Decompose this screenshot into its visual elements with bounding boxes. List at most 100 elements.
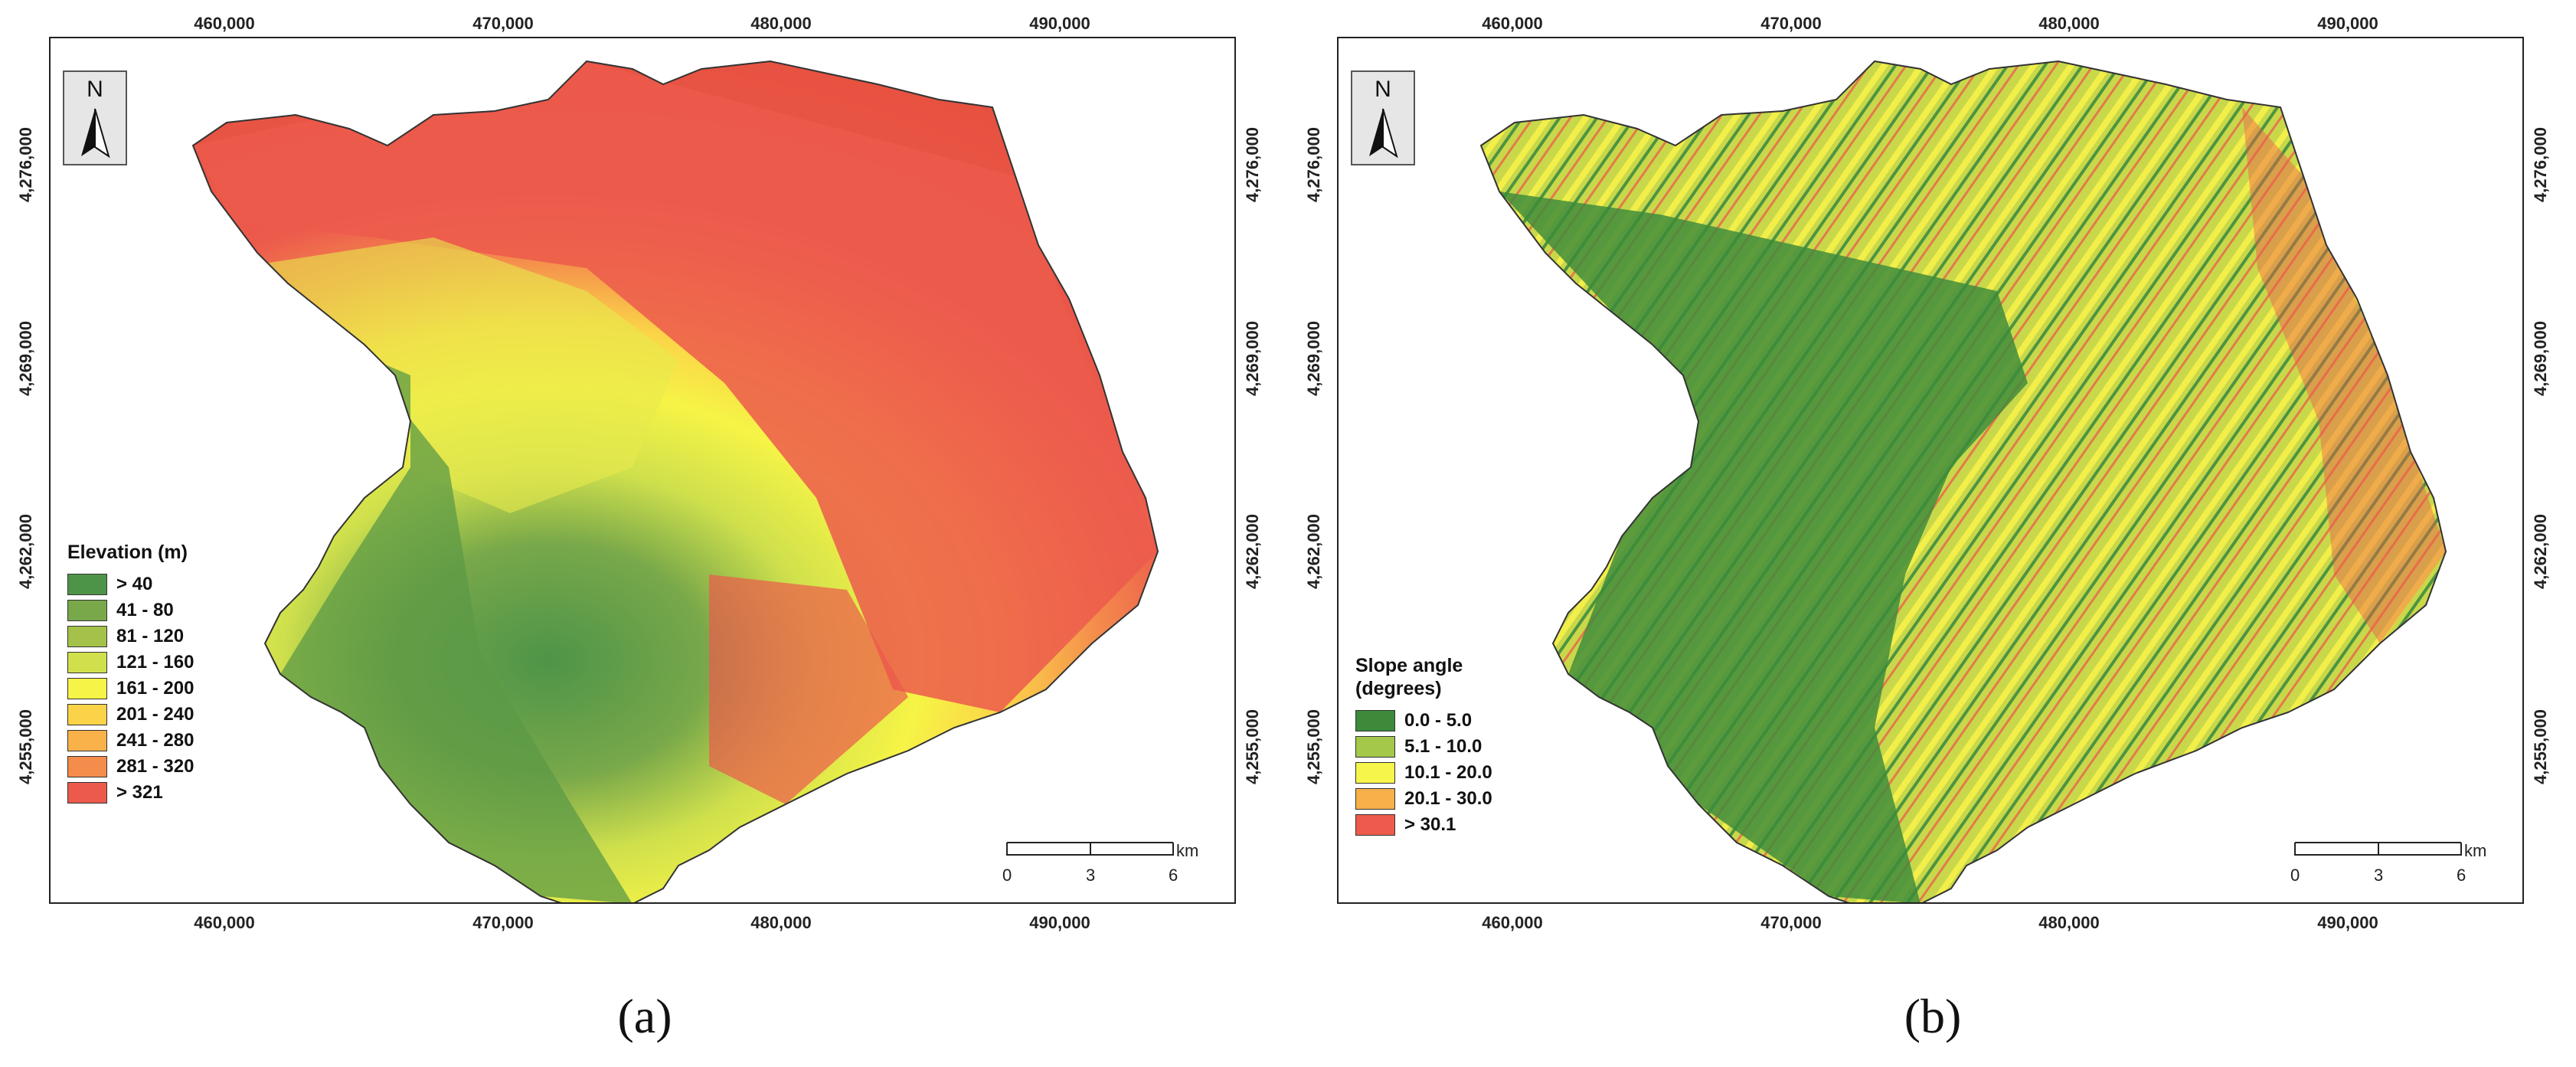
x-tick-bottom: 490,000: [2317, 913, 2378, 932]
scale-label-6: 6: [2457, 866, 2466, 885]
x-tick-top: 480,000: [2038, 14, 2100, 33]
y-tick-left: 4,255,000: [1304, 709, 1323, 784]
scale-unit: km: [1176, 841, 1199, 860]
x-tick-bottom: 490,000: [1029, 913, 1090, 932]
x-tick-top: 480,000: [750, 14, 812, 33]
north-arrow-icon: [81, 108, 110, 159]
y-tick-left: 4,276,000: [16, 127, 35, 202]
legend-elevation: Elevation (m) > 40 41 - 80 81 - 120 121 …: [67, 541, 194, 806]
scale-label-6: 6: [1169, 866, 1178, 885]
y-tick-right: 4,255,000: [1243, 709, 1262, 784]
legend-label: 5.1 - 10.0: [1404, 736, 1483, 757]
scale-label-0: 0: [2290, 866, 2300, 885]
legend-label: 20.1 - 30.0: [1404, 788, 1492, 809]
legend-item: 281 - 320: [67, 754, 194, 780]
x-tick-top: 460,000: [194, 14, 255, 33]
y-tick-left: 4,255,000: [16, 709, 35, 784]
legend-item: 0.0 - 5.0: [1355, 708, 1492, 734]
legend-item: 161 - 200: [67, 676, 194, 702]
y-tick-right: 4,276,000: [1243, 127, 1262, 202]
legend-item: > 321: [67, 780, 194, 806]
x-tick-top: 490,000: [1029, 14, 1090, 33]
y-tick-right: 4,276,000: [2531, 127, 2550, 202]
panel-caption: (a): [617, 989, 672, 1043]
legend-label: 41 - 80: [116, 600, 174, 620]
legend-swatch: [67, 626, 107, 647]
y-tick-right: 4,269,000: [2531, 321, 2550, 396]
y-tick-right: 4,269,000: [1243, 321, 1262, 396]
scale-unit: km: [2464, 841, 2487, 860]
legend-item: 41 - 80: [67, 597, 194, 624]
legend-title: Slope angle (degrees): [1355, 655, 1463, 699]
legend-label: 121 - 160: [116, 652, 195, 673]
x-tick-top: 470,000: [472, 14, 534, 33]
x-tick-bottom: 470,000: [472, 913, 534, 932]
x-tick-bottom: 480,000: [2038, 913, 2100, 932]
legend-swatch: [1355, 762, 1395, 784]
scale-label-3: 3: [1086, 866, 1096, 885]
north-arrow-icon: [1369, 108, 1398, 159]
x-tick-bottom: 460,000: [1482, 913, 1543, 932]
legend-item: 20.1 - 30.0: [1355, 786, 1492, 812]
y-tick-left: 4,269,000: [1304, 321, 1323, 396]
legend-swatch: [67, 730, 107, 751]
legend-swatch: [67, 652, 107, 673]
map-frame-b: N Slope angle (degrees) 0.0 - 5.0 5.1 - …: [1337, 37, 2524, 904]
legend-swatch: [1355, 814, 1395, 836]
legend-item: 10.1 - 20.0: [1355, 760, 1492, 786]
y-tick-right: 4,262,000: [1243, 514, 1262, 589]
scale-bar-graphic: [2294, 842, 2462, 856]
legend-title: Elevation (m): [67, 542, 188, 563]
legend-swatch: [67, 678, 107, 699]
north-label: N: [87, 77, 103, 102]
legend-swatch: [1355, 710, 1395, 732]
legend-swatch: [67, 600, 107, 621]
legend-swatch: [1355, 788, 1395, 810]
legend-swatch: [67, 782, 107, 804]
scale-bar-graphic: [1006, 842, 1174, 856]
x-tick-top: 490,000: [2317, 14, 2378, 33]
scale-label-3: 3: [2374, 866, 2384, 885]
north-label: N: [1375, 77, 1391, 102]
legend-label: > 30.1: [1404, 814, 1456, 835]
legend-item: > 30.1: [1355, 812, 1492, 838]
legend-swatch: [1355, 736, 1395, 758]
panel-caption: (b): [1904, 989, 1962, 1043]
y-tick-left: 4,262,000: [1304, 514, 1323, 589]
scale-label-0: 0: [1002, 866, 1012, 885]
elevation-map: [191, 60, 1159, 902]
x-tick-bottom: 480,000: [750, 913, 812, 932]
x-tick-top: 470,000: [1760, 14, 1822, 33]
x-tick-bottom: 460,000: [194, 913, 255, 932]
legend-label: 201 - 240: [116, 704, 195, 725]
x-tick-top: 460,000: [1482, 14, 1543, 33]
legend-item: 241 - 280: [67, 728, 194, 754]
y-tick-left: 4,269,000: [16, 321, 35, 396]
y-tick-right: 4,262,000: [2531, 514, 2550, 589]
legend-item: 81 - 120: [67, 624, 194, 650]
y-tick-left: 4,276,000: [1304, 127, 1323, 202]
legend-label: 81 - 120: [116, 626, 185, 646]
x-tick-bottom: 470,000: [1760, 913, 1822, 932]
map-frame-a: N Elevation (m) > 40 41 - 80 81 - 120 12…: [49, 37, 1236, 904]
legend-item: > 40: [67, 571, 194, 597]
legend-item: 5.1 - 10.0: [1355, 734, 1492, 760]
scale-bar: 0 3 6 km: [1002, 841, 1198, 895]
north-arrow: N: [1351, 70, 1415, 165]
scale-bar: 0 3 6 km: [2290, 841, 2486, 895]
legend-slope: Slope angle (degrees) 0.0 - 5.0 5.1 - 10…: [1355, 654, 1492, 838]
legend-label: 241 - 280: [116, 730, 195, 751]
legend-label: 161 - 200: [116, 678, 195, 699]
legend-label: 281 - 320: [116, 756, 195, 777]
y-tick-right: 4,255,000: [2531, 709, 2550, 784]
north-arrow: N: [63, 70, 127, 165]
legend-label: 0.0 - 5.0: [1404, 710, 1473, 731]
legend-label: 10.1 - 20.0: [1404, 762, 1492, 783]
legend-item: 121 - 160: [67, 650, 194, 676]
legend-swatch: [67, 704, 107, 725]
legend-label: > 40: [116, 574, 153, 594]
slope-map: [1479, 60, 2447, 902]
legend-label: > 321: [116, 782, 163, 803]
legend-swatch: [67, 756, 107, 777]
y-tick-left: 4,262,000: [16, 514, 35, 589]
